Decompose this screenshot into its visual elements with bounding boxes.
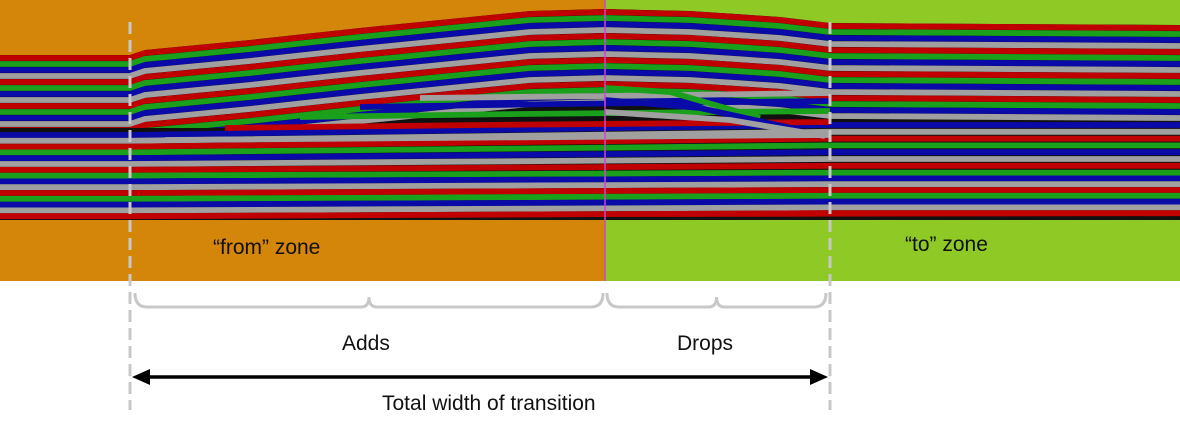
transition-guide-lines [128,22,832,410]
arrowhead-right [810,369,828,385]
layer-line [604,97,801,133]
layer-line [0,192,1180,202]
layer-line [0,57,1180,109]
layer-line [0,27,1180,79]
arrowhead-left [132,369,150,385]
layer-line [0,122,1180,138]
layer-line [0,75,1180,127]
layer-line [359,98,831,110]
layer-line [604,109,826,139]
layer-line [0,45,1180,97]
layer-line [0,51,1180,103]
layer-line [0,15,1180,67]
layer-line [0,142,1180,156]
layer-line [0,175,1180,185]
to-zone-label: “to” zone [905,233,988,256]
layer-line [0,21,1180,73]
total-width-label: Total width of transition [382,392,596,415]
layer-line [0,187,1180,196]
from-zone-label: “from” zone [213,236,321,259]
adds-label: Adds [342,332,390,355]
brace [605,292,828,309]
braces [133,292,828,309]
layer-line [604,85,761,121]
layer-stack [0,9,1180,220]
layer-line [0,33,1180,85]
total-width-arrow [132,369,828,385]
layer-line [0,39,1180,91]
layer-line [164,132,831,143]
layer-line [0,198,1180,208]
layer-line [0,149,1180,162]
layer-line [0,156,1180,167]
layer-line [0,81,1180,133]
layer-line [0,204,1180,214]
layer-line [0,9,1180,61]
layer-line [224,119,831,131]
layer-line [0,181,1180,191]
layer-line [0,69,1180,121]
layer-line [0,162,1180,173]
layer-line [0,63,1180,115]
layer-line [0,169,1180,179]
brace [133,292,605,309]
drops-label: Drops [677,332,734,355]
layer-line [0,135,1180,150]
layer-line [0,212,1180,218]
